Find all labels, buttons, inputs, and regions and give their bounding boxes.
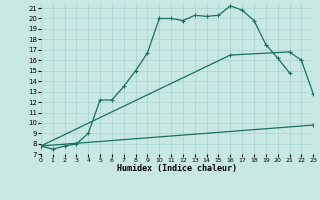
X-axis label: Humidex (Indice chaleur): Humidex (Indice chaleur) [117,164,237,173]
